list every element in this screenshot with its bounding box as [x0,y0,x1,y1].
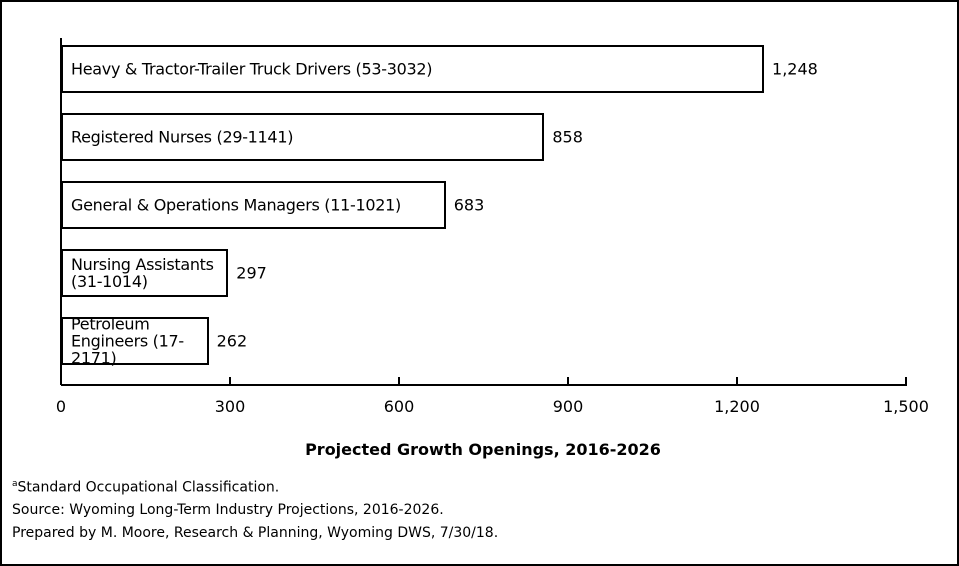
footnote-marker: a [12,479,18,489]
note-text: Prepared by M. Moore, Research & Plannin… [12,525,499,541]
bar-label: Petroleum Engineers (17-2171) [71,314,184,368]
x-axis-label: Projected Growth Openings, 2016-2026 [305,440,661,459]
note-text: Source: Wyoming Long-Term Industry Proje… [12,502,444,518]
bar-label: Heavy & Tractor-Trailer Truck Drivers (5… [71,59,433,79]
value-label: 1,248 [772,59,818,79]
note: Prepared by M. Moore, Research & Plannin… [12,525,498,541]
bar-label: General & Operations Managers (11-1021) [71,195,401,215]
bar: Registered Nurses (29-1141) [61,113,545,161]
bar: General & Operations Managers (11-1021) [61,181,446,229]
bar: Nursing Assistants (31-1014) [61,249,229,297]
value-label: 262 [216,331,248,351]
value-label: 297 [236,263,267,283]
bar-label: Nursing Assistants (31-1014) [71,255,214,291]
x-tick-label: 300 [214,397,246,416]
x-tick-label: 0 [55,397,67,416]
note: aStandard Occupational Classification. [12,479,279,496]
bar-label: Registered Nurses (29-1141) [71,127,294,147]
x-tick-label: 1,500 [883,397,929,416]
bar: Heavy & Tractor-Trailer Truck Drivers (5… [61,45,765,93]
note-text: Standard Occupational Classification. [17,479,280,496]
x-tick-label: 1,200 [714,397,760,416]
x-tick-label: 900 [552,397,584,416]
value-label: 683 [453,195,485,215]
bar: Petroleum Engineers (17-2171) [61,314,209,368]
note: Source: Wyoming Long-Term Industry Proje… [12,502,444,518]
value-label: 858 [552,127,583,147]
x-tick-label: 600 [383,397,415,416]
